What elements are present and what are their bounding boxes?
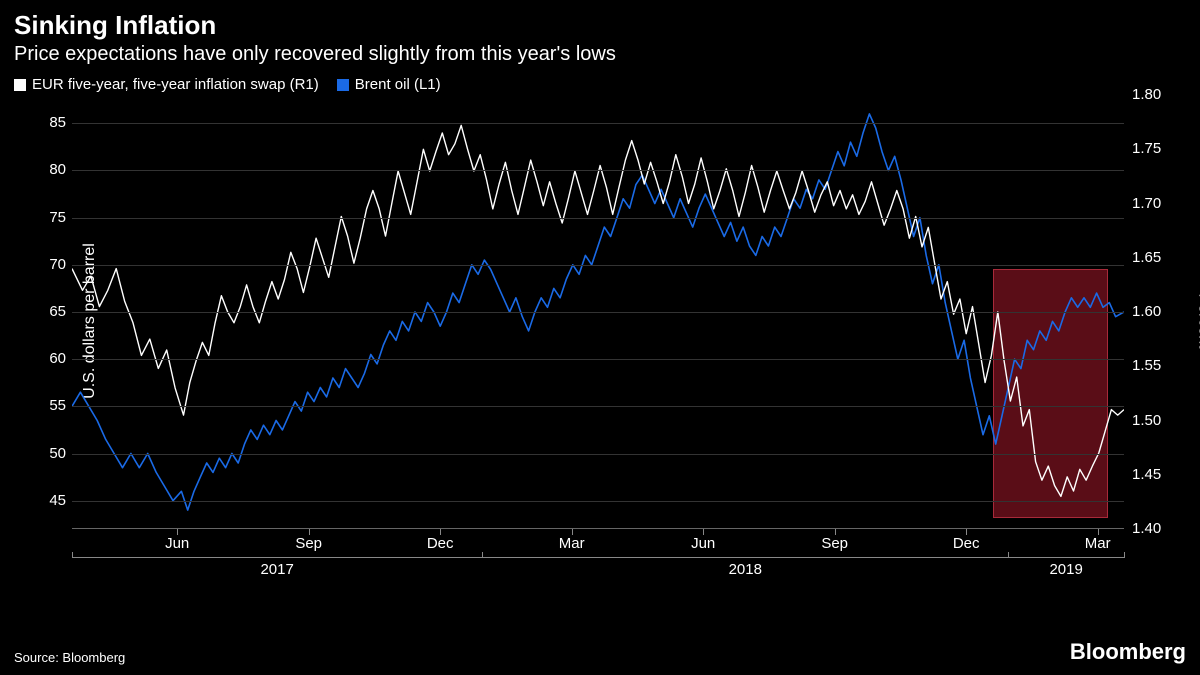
- y-tick-right: 1.55: [1132, 357, 1174, 374]
- x-tick-label: Dec: [427, 535, 454, 552]
- x-year-bracket: [482, 557, 1008, 558]
- legend-swatch-swap: [14, 79, 26, 91]
- y-tick-right: 1.45: [1132, 466, 1174, 483]
- y-tick-left: 55: [30, 397, 66, 414]
- legend-item-brent: Brent oil (L1): [337, 76, 441, 93]
- line-swap: [72, 125, 1124, 496]
- y-axis-label-right: Percent: [1195, 293, 1200, 348]
- y-tick-right: 1.80: [1132, 86, 1174, 103]
- y-tick-left: 70: [30, 256, 66, 273]
- legend-label-brent: Brent oil (L1): [355, 76, 441, 93]
- y-tick-left: 60: [30, 350, 66, 367]
- y-tick-left: 50: [30, 445, 66, 462]
- x-year-label: 2019: [1049, 561, 1082, 578]
- x-tick-label: Jun: [165, 535, 189, 552]
- x-tick-label: Jun: [691, 535, 715, 552]
- x-year-label: 2017: [260, 561, 293, 578]
- y-tick-left: 85: [30, 114, 66, 131]
- gridline: [72, 218, 1124, 219]
- gridline: [72, 501, 1124, 502]
- gridline: [72, 406, 1124, 407]
- x-tick-label: Mar: [1085, 535, 1111, 552]
- gridline: [72, 359, 1124, 360]
- gridline: [72, 454, 1124, 455]
- y-tick-right: 1.60: [1132, 303, 1174, 320]
- x-tick-label: Sep: [295, 535, 322, 552]
- y-tick-right: 1.75: [1132, 140, 1174, 157]
- y-tick-left: 80: [30, 161, 66, 178]
- y-tick-right: 1.40: [1132, 520, 1174, 537]
- x-tick-label: Sep: [821, 535, 848, 552]
- chart-footer: Source: Bloomberg Bloomberg: [0, 633, 1200, 675]
- chart-legend: EUR five-year, five-year inflation swap …: [0, 72, 1200, 95]
- brand-label: Bloomberg: [1070, 639, 1186, 665]
- x-year-label: 2018: [729, 561, 762, 578]
- source-label: Source: Bloomberg: [14, 650, 125, 665]
- y-tick-left: 45: [30, 492, 66, 509]
- y-tick-right: 1.65: [1132, 249, 1174, 266]
- legend-item-swap: EUR five-year, five-year inflation swap …: [14, 76, 319, 93]
- x-year-bracket: [1008, 557, 1124, 558]
- y-tick-right: 1.70: [1132, 195, 1174, 212]
- y-tick-left: 65: [30, 303, 66, 320]
- gridline: [72, 123, 1124, 124]
- legend-swatch-brent: [337, 79, 349, 91]
- gridline: [72, 170, 1124, 171]
- chart-subtitle: Price expectations have only recovered s…: [14, 43, 1186, 66]
- x-year-bracket: [72, 557, 482, 558]
- y-tick-right: 1.50: [1132, 412, 1174, 429]
- chart-header: Sinking Inflation Price expectations hav…: [0, 0, 1200, 72]
- plot-region: [72, 95, 1124, 529]
- legend-label-swap: EUR five-year, five-year inflation swap …: [32, 76, 319, 93]
- x-tick-label: Mar: [559, 535, 585, 552]
- gridline: [72, 312, 1124, 313]
- gridline: [72, 265, 1124, 266]
- chart-title: Sinking Inflation: [14, 10, 1186, 41]
- y-tick-left: 75: [30, 209, 66, 226]
- chart-area: U.S. dollars per barrel Percent 45505560…: [6, 95, 1194, 633]
- x-tick-label: Dec: [953, 535, 980, 552]
